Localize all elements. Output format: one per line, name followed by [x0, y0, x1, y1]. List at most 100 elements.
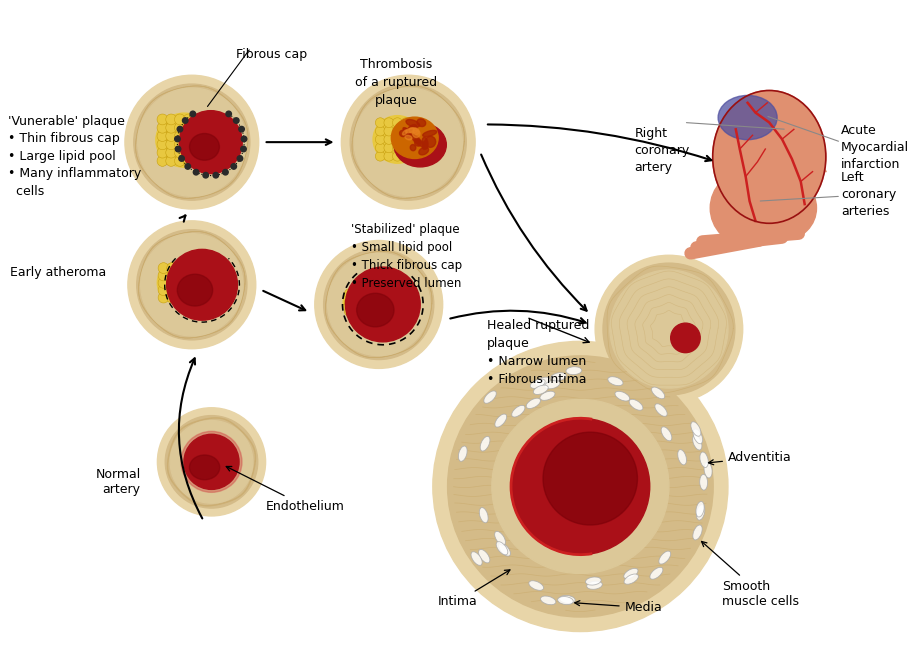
Circle shape	[183, 139, 194, 150]
Circle shape	[595, 255, 742, 403]
Ellipse shape	[492, 399, 669, 574]
Circle shape	[158, 270, 169, 281]
Circle shape	[401, 151, 411, 161]
Circle shape	[167, 292, 178, 303]
Ellipse shape	[530, 379, 545, 388]
Circle shape	[158, 278, 169, 288]
Circle shape	[401, 118, 411, 127]
Ellipse shape	[624, 568, 638, 579]
Circle shape	[184, 434, 239, 489]
Circle shape	[401, 126, 411, 136]
Circle shape	[158, 263, 169, 274]
Circle shape	[174, 139, 185, 150]
Circle shape	[410, 135, 419, 144]
Circle shape	[192, 131, 203, 141]
Ellipse shape	[405, 125, 417, 138]
Circle shape	[185, 164, 191, 169]
Ellipse shape	[433, 341, 728, 631]
Text: Thrombosis
of a ruptured
plaque: Thrombosis of a ruptured plaque	[356, 58, 437, 106]
Circle shape	[610, 270, 728, 388]
Ellipse shape	[459, 446, 467, 461]
Circle shape	[183, 147, 194, 158]
Ellipse shape	[403, 129, 408, 134]
Ellipse shape	[713, 90, 826, 223]
Circle shape	[175, 285, 186, 295]
Circle shape	[175, 270, 186, 281]
Ellipse shape	[391, 117, 438, 159]
Ellipse shape	[678, 450, 686, 465]
Ellipse shape	[410, 145, 415, 151]
Circle shape	[183, 131, 194, 141]
Ellipse shape	[655, 404, 667, 416]
Circle shape	[181, 432, 242, 492]
Ellipse shape	[403, 127, 411, 135]
Circle shape	[710, 171, 785, 246]
Ellipse shape	[484, 391, 496, 403]
Ellipse shape	[419, 147, 428, 155]
Text: Smooth
muscle cells: Smooth muscle cells	[702, 541, 799, 608]
Circle shape	[392, 126, 402, 136]
Circle shape	[177, 126, 182, 132]
Circle shape	[342, 75, 475, 209]
Circle shape	[376, 135, 385, 144]
Circle shape	[128, 221, 256, 349]
Ellipse shape	[587, 581, 602, 589]
Circle shape	[167, 285, 178, 295]
Circle shape	[376, 151, 385, 161]
Circle shape	[328, 253, 430, 356]
Circle shape	[410, 126, 419, 136]
Ellipse shape	[696, 505, 705, 520]
Circle shape	[136, 230, 247, 340]
Circle shape	[166, 155, 177, 166]
Ellipse shape	[356, 293, 394, 327]
Ellipse shape	[704, 462, 712, 478]
Ellipse shape	[718, 96, 777, 139]
Circle shape	[174, 131, 185, 141]
Ellipse shape	[700, 474, 707, 490]
Ellipse shape	[400, 130, 406, 137]
Ellipse shape	[414, 140, 421, 146]
Circle shape	[392, 143, 402, 153]
Circle shape	[192, 139, 203, 150]
Circle shape	[201, 155, 212, 166]
Circle shape	[344, 306, 355, 316]
Ellipse shape	[414, 139, 425, 147]
Circle shape	[184, 278, 195, 288]
Circle shape	[183, 122, 194, 133]
Circle shape	[125, 75, 259, 209]
Ellipse shape	[344, 287, 371, 318]
Circle shape	[166, 147, 177, 158]
Circle shape	[344, 289, 355, 299]
Ellipse shape	[559, 596, 576, 604]
Ellipse shape	[496, 542, 507, 555]
Circle shape	[353, 306, 362, 316]
Circle shape	[384, 143, 394, 153]
Circle shape	[213, 173, 218, 178]
Circle shape	[179, 156, 184, 161]
Circle shape	[670, 323, 700, 353]
Ellipse shape	[511, 418, 649, 554]
Circle shape	[183, 114, 194, 125]
Ellipse shape	[156, 113, 213, 167]
Circle shape	[238, 156, 243, 161]
Circle shape	[175, 146, 181, 152]
Circle shape	[167, 278, 178, 288]
Circle shape	[190, 111, 195, 117]
Ellipse shape	[543, 432, 637, 525]
Ellipse shape	[405, 128, 414, 133]
Ellipse shape	[566, 367, 582, 374]
Ellipse shape	[700, 452, 708, 467]
Ellipse shape	[691, 422, 701, 436]
Polygon shape	[718, 93, 826, 172]
Circle shape	[234, 118, 239, 124]
Text: Normal
artery: Normal artery	[96, 467, 141, 495]
Ellipse shape	[177, 274, 213, 306]
Circle shape	[392, 151, 402, 161]
Ellipse shape	[409, 127, 417, 133]
Circle shape	[157, 139, 168, 150]
Ellipse shape	[498, 543, 510, 556]
Circle shape	[384, 126, 394, 136]
Text: Intima: Intima	[437, 570, 510, 608]
Circle shape	[157, 408, 265, 516]
Circle shape	[167, 270, 178, 281]
